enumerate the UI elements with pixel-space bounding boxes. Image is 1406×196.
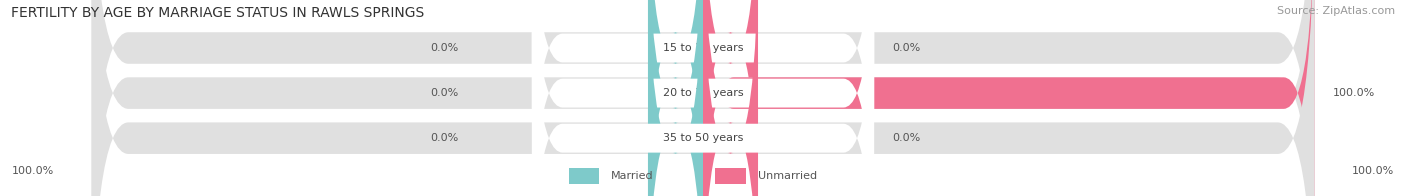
FancyBboxPatch shape [91,0,1315,196]
Text: 0.0%: 0.0% [893,133,921,143]
Text: 100.0%: 100.0% [13,166,55,176]
Text: 15 to 19 years: 15 to 19 years [662,43,744,53]
FancyBboxPatch shape [91,0,1315,196]
FancyBboxPatch shape [648,0,703,196]
FancyBboxPatch shape [91,0,1315,196]
Text: 0.0%: 0.0% [893,43,921,53]
Text: 0.0%: 0.0% [430,43,458,53]
FancyBboxPatch shape [703,0,758,196]
Text: 0.0%: 0.0% [430,88,458,98]
Text: Unmarried: Unmarried [758,171,817,181]
Text: 20 to 34 years: 20 to 34 years [662,88,744,98]
Text: Source: ZipAtlas.com: Source: ZipAtlas.com [1277,6,1395,16]
Bar [568,168,599,184]
FancyBboxPatch shape [703,0,1315,196]
FancyBboxPatch shape [531,0,875,196]
Text: 100.0%: 100.0% [1333,88,1375,98]
FancyBboxPatch shape [648,0,703,196]
Text: Married: Married [612,171,654,181]
Bar [716,168,745,184]
FancyBboxPatch shape [531,0,875,196]
FancyBboxPatch shape [703,0,758,196]
Text: 100.0%: 100.0% [1351,166,1393,176]
FancyBboxPatch shape [648,0,703,196]
FancyBboxPatch shape [531,0,875,196]
Text: FERTILITY BY AGE BY MARRIAGE STATUS IN RAWLS SPRINGS: FERTILITY BY AGE BY MARRIAGE STATUS IN R… [11,6,425,20]
Text: 35 to 50 years: 35 to 50 years [662,133,744,143]
Text: 0.0%: 0.0% [430,133,458,143]
